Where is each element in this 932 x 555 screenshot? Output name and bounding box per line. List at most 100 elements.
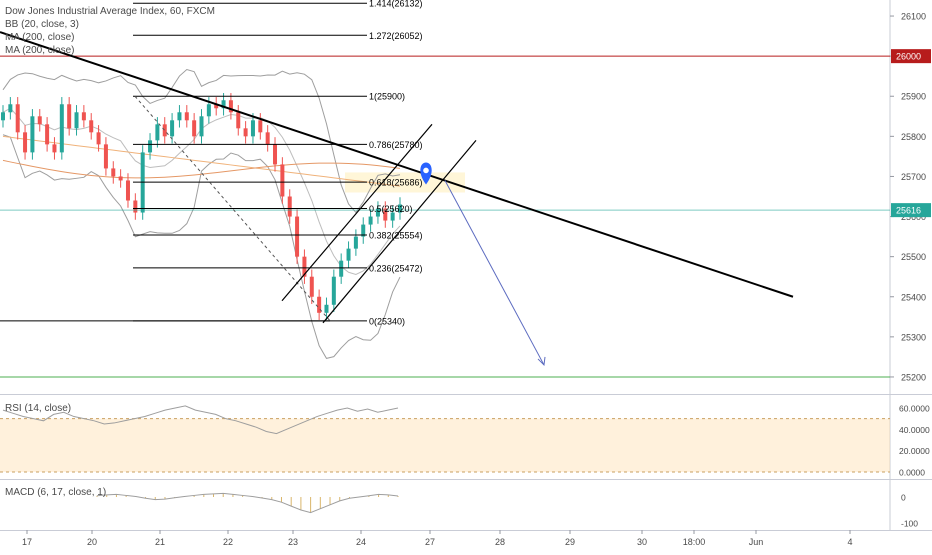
macd-axis-label: 0 xyxy=(901,493,906,503)
price-axis-label: 25800 xyxy=(901,132,926,142)
time-axis-label: 24 xyxy=(356,537,366,547)
candle-body xyxy=(133,200,138,213)
candle-body xyxy=(236,112,241,129)
candle-body xyxy=(339,260,344,277)
time-axis-label: 30 xyxy=(637,537,647,547)
candle-body xyxy=(309,276,314,297)
candle-body xyxy=(45,124,50,145)
price-level-tag xyxy=(891,49,931,64)
price-axis-label: 25200 xyxy=(901,372,926,382)
rsi-legend: RSI (14, close) xyxy=(5,403,72,414)
candle-body xyxy=(111,168,116,177)
trendline xyxy=(0,31,794,298)
rsi-axis-label: 0.0000 xyxy=(899,468,925,478)
candle-body xyxy=(324,304,329,313)
time-axis: 17 20 21 22 23 24 27 28 29 30 18:00 Jun 4 xyxy=(22,530,853,547)
candle-body xyxy=(37,116,42,125)
candle-body xyxy=(30,116,35,153)
map-pin-dot xyxy=(423,167,429,174)
candle-body xyxy=(398,204,402,213)
map-pin-icon xyxy=(420,162,432,185)
candle-body xyxy=(331,276,336,305)
candles xyxy=(1,93,402,321)
candle-body xyxy=(103,144,108,169)
rsi-axis-label: 20.0000 xyxy=(899,446,930,456)
macd-axis-label: -100 xyxy=(901,519,918,529)
fib-level-label: 1.272(26052) xyxy=(369,31,423,41)
candle-body xyxy=(96,132,101,145)
main-legend: Dow Jones Industrial Average Index, 60, … xyxy=(5,5,215,57)
price-axis-label: 25900 xyxy=(901,92,926,102)
time-axis-label: 28 xyxy=(495,537,505,547)
candle-body xyxy=(148,140,153,153)
macd-legend: MACD (6, 17, close, 1) xyxy=(5,487,107,498)
candle-body xyxy=(199,116,204,137)
time-axis-label: 17 xyxy=(22,537,32,547)
rsi-axis-label: 60.0000 xyxy=(899,404,930,414)
candle-body xyxy=(353,236,358,249)
candle-body xyxy=(221,100,226,109)
candle-body xyxy=(162,124,167,137)
candle-body xyxy=(81,112,86,121)
candle-body xyxy=(8,104,13,113)
time-axis-label: 4 xyxy=(847,537,852,547)
time-axis-label: 20 xyxy=(87,537,97,547)
candle-body xyxy=(258,120,263,133)
current-price-tag-label: 25616 xyxy=(896,206,921,216)
candle-body xyxy=(214,104,219,109)
price-axis-label: 25300 xyxy=(901,332,926,342)
candle-body xyxy=(287,196,292,217)
rsi-line xyxy=(2,405,399,435)
fib-level-label: 0.618(25686) xyxy=(369,178,423,188)
candle-body xyxy=(317,296,322,313)
ma-200-line xyxy=(2,159,401,179)
current-price-tag xyxy=(891,203,931,218)
rsi-axis-label: 40.0000 xyxy=(899,425,930,435)
candle-body xyxy=(390,212,395,221)
indicator-ma-1: MA (200, close) xyxy=(5,32,75,43)
channel-upper-line xyxy=(281,123,433,302)
time-axis-label: Jun xyxy=(749,537,764,547)
candle-body xyxy=(89,120,94,133)
fib-level-label: 1(25900) xyxy=(369,92,405,102)
time-axis-label: 27 xyxy=(425,537,435,547)
candle-body xyxy=(302,256,307,277)
time-axis-label: 18:00 xyxy=(683,537,706,547)
fib-level-label: 0(25340) xyxy=(369,316,405,326)
candle-body xyxy=(170,120,175,137)
candle-body xyxy=(52,144,57,153)
candle-body xyxy=(228,100,233,113)
candle-body xyxy=(1,112,5,121)
candle-body xyxy=(155,124,160,141)
time-axis-label: 29 xyxy=(565,537,575,547)
candle-body xyxy=(15,104,20,133)
candle-body xyxy=(23,132,28,153)
projection-arrow-head xyxy=(537,356,546,367)
time-axis-label: 23 xyxy=(288,537,298,547)
rsi-band xyxy=(0,418,890,472)
fib-level-label: 0.5(25620) xyxy=(369,204,413,214)
candle-body xyxy=(383,208,388,221)
candle-body xyxy=(67,104,72,129)
candle-body xyxy=(265,132,270,145)
candle-body xyxy=(250,120,255,137)
price-level-tag-label: 26000 xyxy=(896,52,921,62)
candle-body xyxy=(243,128,248,137)
fib-level-label: 0.236(25472) xyxy=(369,263,423,273)
macd-line xyxy=(96,492,399,514)
price-axis-label: 26100 xyxy=(901,12,926,22)
candle-body xyxy=(346,248,351,261)
candle-body xyxy=(273,144,278,165)
channel-lower-line xyxy=(322,139,477,324)
fib-level-label: 0.786(25780) xyxy=(369,140,423,150)
chart-title: Dow Jones Industrial Average Index, 60, … xyxy=(5,6,215,17)
candle-body xyxy=(74,112,79,129)
candle-body xyxy=(177,112,182,121)
indicator-ma-2: MA (200, close) xyxy=(5,45,75,56)
candle-body xyxy=(59,104,64,153)
candle-body xyxy=(295,216,300,257)
price-axis-label: 25700 xyxy=(901,172,926,182)
